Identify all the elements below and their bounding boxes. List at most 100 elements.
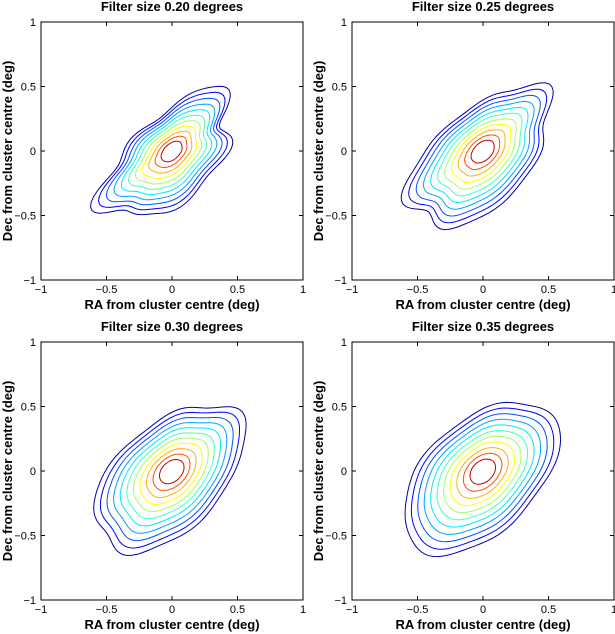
x-tick-label: −0.5 <box>407 284 429 296</box>
x-tick-label: 0 <box>480 284 486 296</box>
x-tick-label: 0.5 <box>541 284 556 296</box>
y-tick-label: 0.5 <box>332 82 347 94</box>
contour-level-6 <box>436 429 529 521</box>
contour-level-4 <box>113 422 228 534</box>
x-tick-label: 1 <box>300 604 306 616</box>
contour-level-11 <box>469 458 497 485</box>
contour-level-1 <box>400 82 554 231</box>
y-tick-label: −0.5 <box>325 211 347 223</box>
contour-level-9 <box>146 448 197 498</box>
panel-filter-025: Filter size 0.25 degrees RA from cluster… <box>311 0 615 312</box>
contour-level-3 <box>415 94 541 217</box>
contour-level-7 <box>444 118 517 190</box>
y-tick-label: 0 <box>30 146 36 158</box>
tick-group: −1−1 −0.5 −0.5 0 0 0.5 0.5 1 1 <box>14 17 306 296</box>
contour-level-4 <box>113 103 218 201</box>
contour-level-3 <box>106 416 234 542</box>
y-tick-label: −0.5 <box>325 531 347 543</box>
x-tick-label: −0.5 <box>407 604 429 616</box>
panel-title: Filter size 0.20 degrees <box>101 0 243 14</box>
contour-level-11 <box>470 139 495 164</box>
contour-level-11 <box>159 458 185 485</box>
y-tick-label: 1 <box>341 17 347 29</box>
contour-level-1 <box>89 85 234 216</box>
panel-title: Filter size 0.35 degrees <box>412 319 554 334</box>
x-tick-label: 0 <box>169 604 175 616</box>
contour-level-5 <box>430 106 529 204</box>
panel-filter-035: Filter size 0.35 degrees RA from cluster… <box>311 319 615 632</box>
y-tick-label: 0 <box>341 146 347 158</box>
contour-level-2 <box>410 407 555 550</box>
x-tick-label: 1 <box>611 284 615 296</box>
y-axis-label: Dec from cluster centre (deg) <box>311 381 326 562</box>
contour-level-9 <box>456 447 509 499</box>
plot-frame <box>351 341 615 601</box>
y-tick-label: −1 <box>23 275 36 287</box>
x-tick-label: −1 <box>35 284 48 296</box>
tick-group: −1−1 −0.5 −0.5 0 0 0.5 0.5 1 1 <box>325 17 615 296</box>
panel-title: Filter size 0.25 degrees <box>412 0 554 14</box>
contour-level-8 <box>449 441 516 506</box>
x-tick-label: −1 <box>346 284 359 296</box>
contour-level-5 <box>119 427 221 527</box>
x-tick-label: 1 <box>611 604 615 616</box>
contour-level-8 <box>139 442 203 505</box>
contour-level-5 <box>430 424 535 528</box>
y-tick-label: 1 <box>341 337 347 349</box>
contour-level-10 <box>154 135 188 168</box>
x-axis-label: RA from cluster centre (deg) <box>84 297 259 312</box>
x-axis-label: RA from cluster centre (deg) <box>84 617 259 632</box>
x-tick-label: 0 <box>169 284 175 296</box>
x-tick-label: 0.5 <box>541 604 556 616</box>
contour-level-3 <box>105 97 223 206</box>
contour-level-9 <box>148 130 193 174</box>
plot-frame <box>40 21 304 281</box>
y-tick-label: −0.5 <box>14 531 36 543</box>
plot-frame <box>40 341 304 601</box>
contour-level-6 <box>128 114 208 190</box>
x-axis-label: RA from cluster centre (deg) <box>395 297 570 312</box>
y-axis-label: Dec from cluster centre (deg) <box>311 61 326 242</box>
y-tick-label: 0.5 <box>332 402 347 414</box>
y-tick-label: −0.5 <box>14 211 36 223</box>
y-tick-label: 0.5 <box>21 402 36 414</box>
x-tick-label: −0.5 <box>96 284 118 296</box>
contour-level-3 <box>417 413 548 543</box>
contour-level-1 <box>93 406 247 557</box>
panel-filter-030: Filter size 0.30 degrees RA from cluster… <box>0 319 306 632</box>
tick-group: −1−1 −0.5 −0.5 0 0 0.5 0.5 1 1 <box>14 337 306 616</box>
x-tick-label: 0.5 <box>230 604 245 616</box>
y-tick-label: 0 <box>30 466 36 478</box>
y-tick-label: 0 <box>341 466 347 478</box>
contour-level-2 <box>99 411 240 549</box>
y-axis-label: Dec from cluster centre (deg) <box>0 381 15 562</box>
contour-level-9 <box>457 129 506 177</box>
contour-level-11 <box>160 140 183 163</box>
contour-level-1 <box>404 401 562 558</box>
x-tick-label: −0.5 <box>96 604 118 616</box>
contour-level-7 <box>132 437 209 513</box>
contour-level-5 <box>120 109 213 196</box>
x-tick-label: −1 <box>35 604 48 616</box>
y-tick-label: 0.5 <box>21 82 36 94</box>
contour-level-2 <box>408 88 548 224</box>
contour-level-7 <box>443 435 522 514</box>
x-axis-label: RA from cluster centre (deg) <box>395 617 570 632</box>
contour-group <box>89 85 234 216</box>
contour-level-10 <box>462 452 503 492</box>
x-tick-label: 1 <box>300 284 306 296</box>
contour-level-2 <box>97 91 228 211</box>
contour-level-6 <box>437 112 523 197</box>
contour-level-6 <box>126 432 215 520</box>
panel-title: Filter size 0.30 degrees <box>101 319 243 334</box>
y-tick-label: 1 <box>30 17 36 29</box>
contour-level-10 <box>464 134 501 170</box>
contour-group <box>404 401 562 558</box>
contour-level-4 <box>423 418 542 535</box>
x-tick-label: 0 <box>480 604 486 616</box>
panel-filter-020: Filter size 0.20 degrees RA from cluster… <box>0 0 306 312</box>
x-tick-label: 0.5 <box>230 284 245 296</box>
y-tick-label: −1 <box>334 595 347 607</box>
contour-level-8 <box>141 125 198 180</box>
